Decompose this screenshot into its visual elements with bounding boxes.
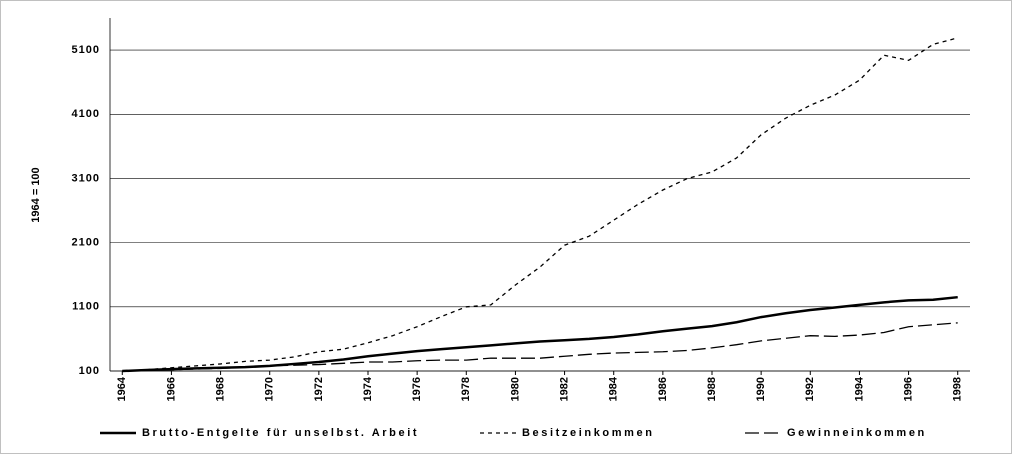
- x-tick-label: 1994: [853, 376, 865, 401]
- x-tick-label: 1968: [214, 377, 226, 401]
- y-axis-label: 1964 = 100: [30, 167, 42, 222]
- x-tick-label: 1982: [558, 377, 570, 401]
- series-line: [122, 322, 958, 372]
- x-tick-label: 1988: [706, 377, 718, 401]
- x-tick-label: 1996: [902, 377, 914, 401]
- x-tick-label: 1998: [952, 377, 964, 401]
- x-tick-label: 1974: [362, 376, 374, 401]
- y-tick-label: 5100: [72, 44, 100, 56]
- y-tick-label: 2100: [72, 237, 100, 249]
- series-line: [122, 37, 958, 372]
- x-tick-label: 1972: [313, 377, 325, 401]
- x-tick-label: 1978: [460, 377, 472, 401]
- y-tick-label: 4100: [72, 108, 100, 120]
- x-tick-label: 1984: [608, 376, 620, 401]
- x-tick-label: 1992: [804, 377, 816, 401]
- legend-label: Besitzeinkommen: [522, 427, 655, 439]
- x-tick-label: 1966: [165, 377, 177, 401]
- legend-label: Brutto-Entgelte für unselbst. Arbeit: [142, 427, 419, 439]
- x-tick-label: 1964: [116, 376, 128, 401]
- y-tick-label: 3100: [72, 172, 100, 184]
- legend-label: Gewinneinkommen: [787, 427, 927, 439]
- x-tick-label: 1976: [411, 377, 423, 401]
- x-tick-label: 1970: [264, 377, 276, 401]
- x-tick-label: 1990: [755, 377, 767, 401]
- x-tick-label: 1986: [657, 377, 669, 401]
- y-tick-label: 100: [79, 365, 100, 377]
- x-tick-label: 1980: [509, 377, 521, 401]
- y-tick-label: 1100: [72, 301, 100, 313]
